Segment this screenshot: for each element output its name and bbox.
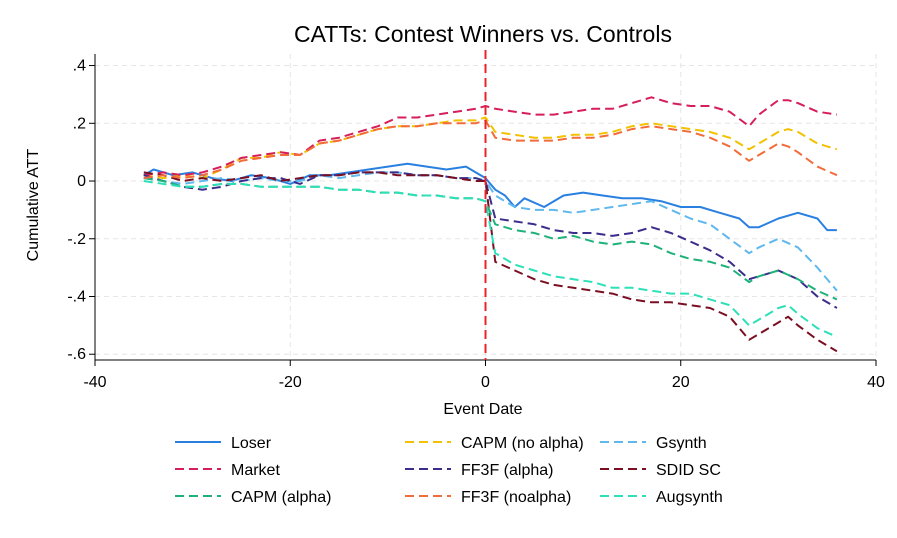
legend-label: FF3F (noalpha): [461, 489, 571, 506]
x-tick-label: 40: [867, 374, 885, 391]
legend-label: Market: [231, 462, 280, 479]
legend-label: CAPM (no alpha): [461, 435, 584, 452]
x-tick-label: -40: [83, 374, 106, 391]
legend-item: CAPM (alpha): [175, 489, 331, 506]
y-tick-label: 0: [77, 173, 86, 190]
legend-item: FF3F (alpha): [405, 462, 553, 479]
y-tick-label: -.6: [67, 346, 86, 363]
y-axis-label: Cumulative ATT: [25, 148, 42, 261]
x-tick-label: 20: [672, 374, 690, 391]
series-line-ff3f-alpha: [143, 171, 838, 309]
series-line-capm-no-alpha: [143, 116, 838, 180]
legend-label: Gsynth: [656, 435, 707, 452]
axes: -.6 -.4 -.2 0 .2 .4 -40 -20 0 20 40: [67, 54, 885, 391]
y-tick-label: .4: [73, 58, 86, 75]
y-tick-label: -.2: [67, 231, 86, 248]
x-tick-label: -20: [279, 374, 302, 391]
x-axis-label: Event Date: [443, 401, 522, 418]
series-line-market: [143, 96, 838, 177]
y-tick-label: .2: [73, 115, 86, 132]
legend-label: CAPM (alpha): [231, 489, 331, 506]
legend-label: SDID SC: [656, 462, 721, 479]
legend-label: Loser: [231, 435, 272, 452]
y-tick-label: -.4: [67, 288, 86, 305]
series-lines: [143, 50, 838, 360]
chart-title: CATTs: Contest Winners vs. Controls: [294, 21, 672, 47]
series-line-sdid-sc: [143, 171, 838, 353]
legend-item: Gsynth: [600, 435, 707, 452]
x-tick-label: 0: [481, 374, 490, 391]
legend-item: SDID SC: [600, 462, 721, 479]
series-line-ff3f-noalpha: [143, 119, 838, 180]
legend: Loser CAPM (no alpha) Gsynth Market FF3F (al…: [175, 435, 723, 506]
legend-item: FF3F (noalpha): [405, 489, 571, 506]
series-line-augsynth: [143, 180, 838, 338]
series-line-gsynth: [143, 171, 838, 292]
legend-item: CAPM (no alpha): [405, 435, 584, 452]
legend-item: Loser: [175, 435, 272, 452]
legend-label: Augsynth: [656, 489, 723, 506]
legend-item: Market: [175, 462, 280, 479]
series-line-capm-alpha: [143, 177, 838, 301]
legend-item: Augsynth: [600, 489, 723, 506]
legend-label: FF3F (alpha): [461, 462, 553, 479]
